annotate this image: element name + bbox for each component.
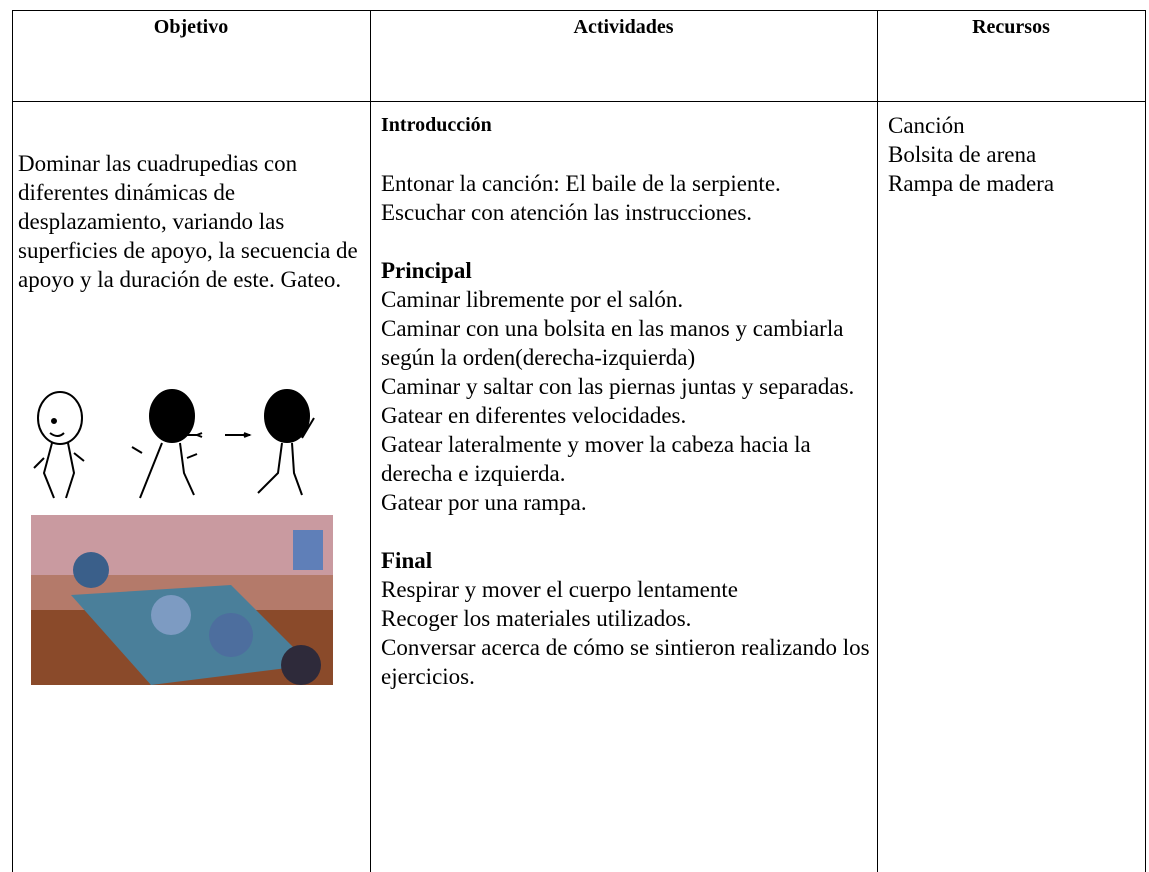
activity-item: Entonar la canción: El baile de la serpi…: [381, 171, 781, 196]
resource-item: Bolsita de arena: [888, 142, 1037, 167]
rule: [1145, 10, 1146, 872]
activity-item: Respirar y mover el cuerpo lentamente: [381, 577, 738, 602]
resource-item: Canción: [888, 113, 965, 138]
activity-item: Caminar libremente por el salón.: [381, 287, 684, 312]
activity-list: Entonar la canción: El baile de la serpi…: [381, 169, 871, 227]
header: Objetivo: [153, 16, 229, 38]
activity-list: Caminar libremente por el salón. Caminar …: [381, 285, 871, 517]
section-heading: Introducción: [381, 114, 492, 136]
activity-item: Escuchar con atención las instrucciones.: [381, 200, 753, 225]
header: Actividades: [573, 16, 674, 38]
rule: [12, 10, 1146, 11]
objective: Dominar las cuadrupedias con diferentes …: [18, 151, 358, 292]
resources: Canción Bolsita de arena Rampa de madera: [888, 111, 1143, 198]
activity-item: Gatear lateralmente y mover la cabeza ha…: [381, 432, 811, 486]
activity-list: Respirar y mover el cuerpo lentamente Rec…: [381, 575, 871, 691]
rule: [12, 101, 1146, 102]
activity-item: Gatear por una rampa.: [381, 490, 587, 515]
section-heading: Principal: [381, 258, 472, 283]
resource-item: Rampa de madera: [888, 171, 1055, 196]
photo: [31, 515, 333, 685]
activities: Introducción Entonar la canción: El baile…: [381, 111, 871, 720]
activity-item: Gatear en diferentes velocidades.: [381, 403, 687, 428]
header: Recursos: [972, 16, 1050, 38]
activity-item: Recoger los materiales utilizados.: [381, 606, 692, 631]
activity-item: Caminar con una bolsita en las manos y c…: [381, 316, 844, 370]
rule: [12, 10, 13, 872]
activity-item: Conversar acerca de cómo se sintieron re…: [381, 635, 870, 689]
activity-item: Caminar y saltar con las piernas juntas …: [381, 374, 855, 399]
rule: [877, 10, 878, 872]
cartoon-illustration: [33, 389, 315, 499]
section-heading: Final: [381, 548, 433, 573]
rule: [370, 10, 371, 872]
